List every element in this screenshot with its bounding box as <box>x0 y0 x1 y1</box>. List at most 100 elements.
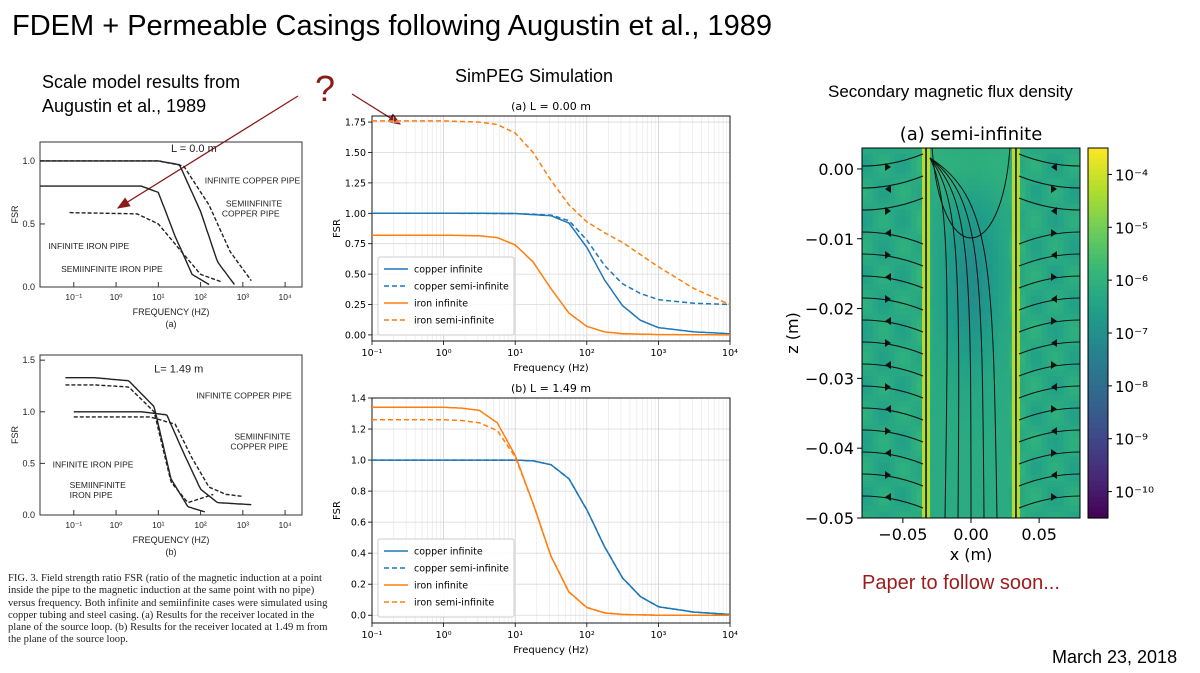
heatmap-cell <box>900 370 907 377</box>
colorbar-segment <box>1088 158 1108 165</box>
heatmap-cell <box>889 339 896 346</box>
heatmap-cell <box>867 277 874 285</box>
heatmap-title: (a) semi-infinite <box>900 124 1043 145</box>
heatmap-cell <box>883 499 890 507</box>
heatmap-cell <box>883 345 890 353</box>
heatmap-cell <box>894 394 901 402</box>
heatmap-cell <box>1058 271 1065 279</box>
heatmap-cell <box>883 351 890 359</box>
heatmap-cell <box>976 265 983 272</box>
heatmap-cell <box>911 178 918 186</box>
heatmap-cell <box>883 277 890 285</box>
heatmap-cell <box>900 376 907 383</box>
heatmap-cell <box>960 296 967 303</box>
heatmap-cell <box>894 246 901 254</box>
heatmap-cell <box>905 394 912 402</box>
heatmap-cell <box>867 320 874 328</box>
heatmap-cell <box>1036 228 1043 235</box>
heatmap-cell <box>998 271 1005 279</box>
heatmap-cell <box>889 487 896 494</box>
heatmap-cell <box>878 462 885 470</box>
heatmap-cell <box>883 363 890 371</box>
heatmap-cell <box>1047 271 1054 279</box>
heatmap-cell <box>867 209 874 217</box>
heatmap-cell <box>878 166 885 174</box>
heatmap-cell <box>1041 172 1048 180</box>
heatmap-cell <box>1052 419 1059 427</box>
heatmap-cell <box>981 425 988 433</box>
heatmap-cell <box>1069 215 1076 223</box>
heatmap-cell <box>889 456 896 464</box>
heatmap-cell <box>911 228 918 235</box>
heatmap-cell <box>987 166 994 174</box>
heatmap-cell <box>1052 308 1059 316</box>
heatmap-cell <box>911 493 918 501</box>
heatmap-cell <box>965 228 972 235</box>
heatmap-cell <box>932 505 939 513</box>
heatmap-cell <box>976 271 983 279</box>
heatmap-cell <box>938 228 945 235</box>
heatmap-cell <box>1069 222 1076 229</box>
heatmap-cell <box>1020 259 1027 266</box>
heatmap-cell <box>1052 240 1059 248</box>
scan-y-axis-label: FSR <box>10 205 20 224</box>
heatmap-cell <box>905 203 912 211</box>
heatmap-cell <box>954 154 961 161</box>
colorbar-segment <box>1088 227 1108 234</box>
heatmap-cell <box>911 450 918 457</box>
heatmap-cell <box>1058 511 1065 518</box>
heatmap-cell <box>949 203 956 211</box>
heatmap-cell <box>1003 413 1010 420</box>
colorbar-segment <box>1088 496 1108 503</box>
heatmap-cell <box>1003 271 1010 279</box>
scan-y-tick-label: 1.0 <box>22 156 35 166</box>
heatmap-cell <box>905 172 912 180</box>
heatmap-cell <box>981 370 988 377</box>
heatmap-cell <box>867 413 874 420</box>
heatmap-cell <box>987 154 994 161</box>
heatmap-cell <box>1047 339 1054 346</box>
heatmap-cell <box>1047 277 1054 285</box>
heatmap-cell <box>867 450 874 457</box>
heatmap-cell <box>872 172 879 180</box>
heatmap-cell <box>900 197 907 205</box>
heatmap-cell <box>1003 166 1010 174</box>
heatmap-cell <box>1063 437 1070 445</box>
heatmap-cell <box>889 283 896 291</box>
heatmap-cell <box>1052 172 1059 180</box>
heatmap-cell <box>976 326 983 334</box>
heatmap-cell <box>900 345 907 353</box>
heatmap-cell <box>971 172 978 180</box>
heatmap-cell <box>981 388 988 396</box>
heatmap-cell <box>905 431 912 439</box>
heatmap-cell <box>1003 314 1010 322</box>
heatmap-cell <box>862 345 869 353</box>
heatmap-cell <box>1074 203 1080 211</box>
heatmap-cell <box>976 400 983 408</box>
heatmap-cell <box>872 252 879 260</box>
heatmap-cell <box>1041 357 1048 365</box>
heatmap-cell <box>878 437 885 445</box>
heatmap-cell <box>987 462 994 470</box>
heatmap-cell <box>976 333 983 340</box>
heatmap-cell <box>932 154 939 161</box>
heatmap-cell <box>938 333 945 340</box>
heatmap-cell <box>943 444 950 451</box>
heatmap-cell <box>998 376 1005 383</box>
heatmap-cell <box>954 388 961 396</box>
colorbar-segment <box>1088 148 1108 154</box>
heatmap-cell <box>889 246 896 254</box>
heatmap-cell <box>916 259 923 266</box>
x-axis-label: Frequency (Hz) <box>513 363 589 374</box>
heatmap-cell <box>987 345 994 353</box>
colorbar-segment <box>1088 375 1108 382</box>
heatmap-cell <box>965 351 972 359</box>
heatmap-cell <box>1020 505 1027 513</box>
heatmap-cell <box>1074 215 1080 223</box>
heatmap-cell <box>971 185 978 192</box>
heatmap-cell <box>932 197 939 205</box>
heatmap-cell <box>1063 178 1070 186</box>
heatmap-cell <box>889 437 896 445</box>
heatmap-cell <box>889 172 896 180</box>
streamline <box>1018 385 1080 399</box>
